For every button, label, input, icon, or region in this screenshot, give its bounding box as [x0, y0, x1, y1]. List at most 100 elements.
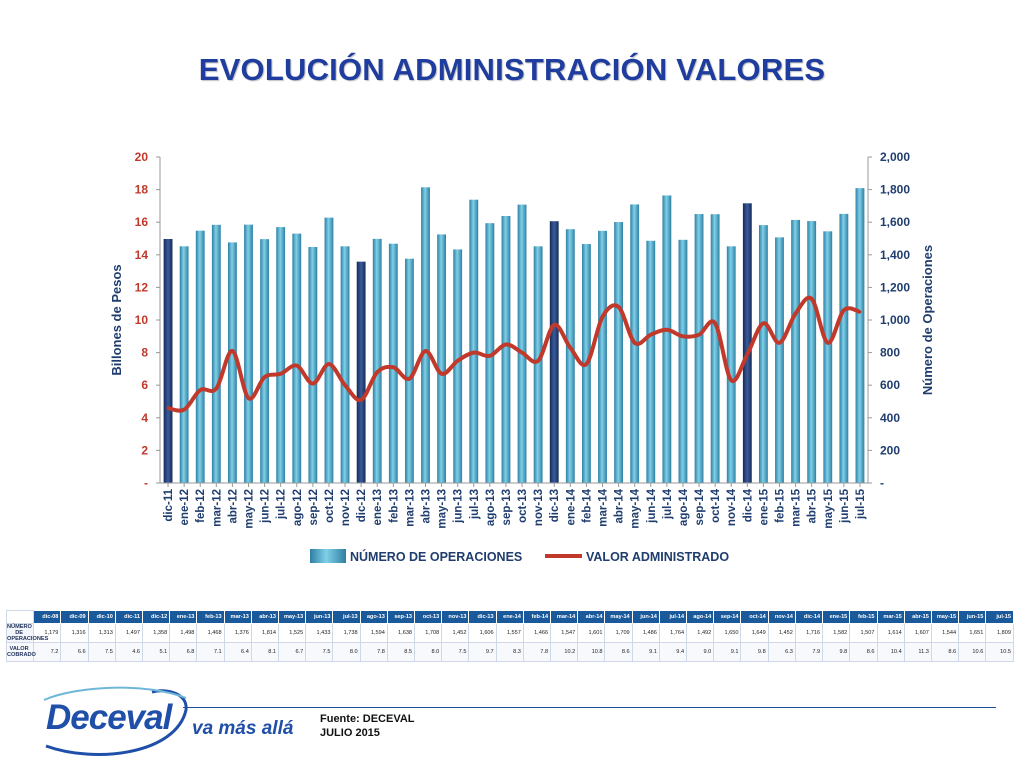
bar [565, 229, 575, 483]
line-point [649, 333, 653, 337]
table-cell: 8.5 [386, 642, 416, 662]
line-point [617, 305, 621, 309]
bar [791, 219, 801, 483]
table-header-cell: feb-15 [849, 610, 878, 624]
table-header-cell: may-15 [930, 610, 960, 624]
table-header-cell: ago-13 [359, 610, 388, 624]
table-cell: 5.1 [142, 642, 171, 662]
bar [437, 234, 447, 483]
table-header-cell: may-14 [604, 610, 633, 624]
line-point [552, 323, 556, 327]
line-point [198, 388, 202, 392]
x-tick-label: jun-12 [260, 489, 272, 524]
table-cell: 1,638 [386, 623, 416, 643]
left-tick-label: 12 [135, 280, 149, 294]
table-cell: 7.1 [196, 642, 225, 662]
table-cell: 1,809 [985, 623, 1014, 643]
line-point [729, 378, 733, 382]
line-point [504, 342, 508, 346]
table-cell: 1,452 [767, 623, 796, 643]
bar [404, 258, 414, 483]
x-tick-label: may-15 [823, 488, 835, 528]
legend-label-bars: NÚMERO DE OPERACIONES [350, 549, 522, 564]
table-row-label: NÚMERO DE OPERACIONES [5, 623, 49, 643]
table-header-cell: sep-14 [713, 610, 742, 624]
table-cell: 1,544 [930, 623, 960, 643]
line-point [713, 321, 717, 325]
bar [598, 230, 607, 483]
table-header-cell: jun-13 [305, 610, 334, 624]
deceval-logo: Deceval va más allá [36, 680, 336, 760]
table-header-cell: feb-13 [196, 610, 225, 624]
table-cell: 1,716 [794, 623, 824, 643]
bar [276, 227, 286, 483]
table-cell: 1,316 [60, 623, 89, 643]
bar [807, 221, 817, 483]
line-point [633, 341, 637, 345]
right-tick-label: 400 [880, 411, 900, 425]
line-point [214, 386, 218, 390]
bar [163, 238, 173, 483]
left-tick-label: 16 [135, 215, 149, 229]
bar [195, 230, 205, 483]
left-tick-label: 6 [141, 378, 148, 392]
x-tick-label: sep-14 [694, 488, 706, 525]
x-tick-label: jul-12 [276, 489, 288, 520]
logo-tagline: va más allá [192, 718, 294, 739]
table-cell: 9.0 [686, 642, 715, 662]
x-tick-label: nov-14 [726, 488, 738, 526]
x-tick-label: mar-13 [404, 489, 416, 527]
line-point [327, 362, 331, 366]
right-tick-label: 2,000 [880, 150, 910, 164]
table-header-cell: dic-08 [33, 610, 62, 624]
line-point [778, 341, 781, 345]
bar [823, 231, 833, 483]
table-cell: 6.6 [60, 642, 89, 662]
bar [388, 243, 398, 483]
table-header-cell: dic-14 [794, 610, 824, 624]
x-tick-label: jul-14 [662, 488, 674, 520]
line-point [472, 351, 476, 355]
table-header-cell: dic-09 [60, 610, 89, 624]
left-tick-label: 18 [135, 183, 149, 197]
x-tick-label: mar-12 [211, 489, 223, 527]
bar [227, 242, 237, 483]
x-tick-label: ago-12 [292, 489, 304, 526]
x-tick-label: may-14 [630, 488, 642, 528]
table-cell: 1,709 [604, 623, 633, 643]
x-tick-label: ene-15 [758, 488, 770, 525]
table-cell: 6.3 [767, 642, 796, 662]
left-tick-label: 4 [141, 411, 148, 425]
table-cell: 7.9 [794, 642, 824, 662]
line-point [745, 352, 749, 356]
table-header-cell: oct-14 [740, 610, 769, 624]
x-tick-label: abr-13 [421, 489, 433, 524]
table-cell: 9.1 [631, 642, 660, 662]
right-tick-label: 1,000 [880, 313, 910, 327]
table-cell: 1,376 [223, 623, 252, 643]
table-cell: 1,525 [278, 623, 307, 643]
table-cell: 1,651 [958, 623, 987, 643]
x-tick-label: abr-15 [807, 488, 819, 523]
x-tick-label: jun-15 [839, 488, 851, 523]
x-tick-label: feb-15 [775, 488, 787, 522]
x-tick-label: may-13 [437, 489, 449, 529]
table-header-cell: jul-14 [658, 610, 688, 624]
table-cell: 10.8 [577, 642, 606, 662]
bar [340, 246, 350, 483]
table-cell: 1,486 [631, 623, 660, 643]
table-cell: 1,650 [713, 623, 742, 643]
table-cell: 1,507 [849, 623, 878, 643]
bar [308, 246, 318, 483]
table-header-cell: ene-14 [495, 610, 524, 624]
right-tick-label: 1,800 [880, 183, 910, 197]
logo-swoosh-icon [43, 686, 188, 756]
table-cell: 8.6 [930, 642, 960, 662]
table-cell: 7.8 [359, 642, 388, 662]
table-cell: 7.5 [441, 642, 470, 662]
table-cell: 1,547 [550, 623, 579, 643]
source-note: Fuente: DECEVAL JULIO 2015 [320, 712, 415, 740]
line-layer [166, 295, 862, 413]
x-tick-label: ene-14 [565, 488, 577, 525]
table-cell: 1,606 [468, 623, 497, 643]
